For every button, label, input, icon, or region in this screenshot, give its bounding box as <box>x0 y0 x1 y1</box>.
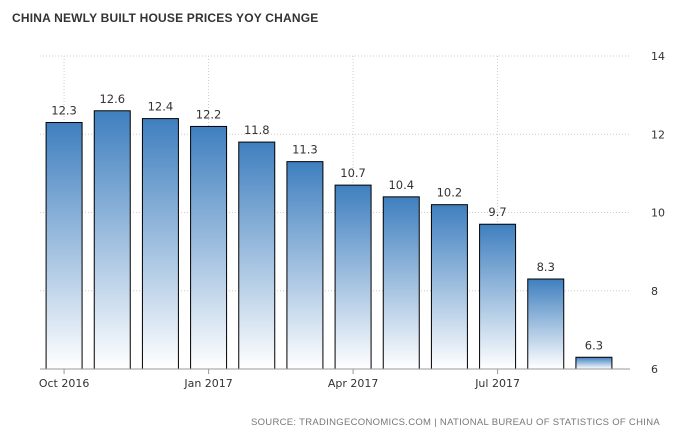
chart-source: SOURCE: TRADINGECONOMICS.COM | NATIONAL … <box>250 417 660 428</box>
data-label: 12.4 <box>148 100 174 114</box>
data-label: 10.7 <box>340 166 366 180</box>
bar <box>190 125 228 370</box>
data-label: 12.6 <box>99 92 125 106</box>
data-label: 11.8 <box>244 123 270 137</box>
x-tick-label: Jan 2017 <box>183 377 232 390</box>
data-label: 10.4 <box>388 178 414 192</box>
y-tick-label: 14 <box>651 50 665 63</box>
bar <box>575 356 613 370</box>
data-label: 10.2 <box>437 186 463 200</box>
bar <box>334 184 372 370</box>
y-tick-label: 8 <box>651 285 658 298</box>
bar <box>141 118 179 370</box>
y-tick-label: 12 <box>651 128 665 141</box>
bar <box>430 204 468 370</box>
data-label: 8.3 <box>537 260 555 274</box>
x-tick-label: Oct 2016 <box>39 377 90 390</box>
bar <box>45 122 83 370</box>
data-label: 12.3 <box>51 104 77 118</box>
axis-layer: 6 8 10 12 14 Oct 2016 Jan 2017 Apr 2017 Jul 2017 <box>39 50 665 390</box>
data-label: 11.3 <box>292 143 318 157</box>
bar <box>382 196 420 370</box>
x-tick-label: Jul 2017 <box>474 377 520 390</box>
bar <box>286 161 324 370</box>
x-tick-label: Apr 2017 <box>328 377 379 390</box>
y-tick-label: 10 <box>651 207 665 220</box>
data-label-layer: 12.3 12.6 12.4 12.2 11.8 11.3 10.7 10.4 10.2 9.7 8… <box>51 92 603 352</box>
y-tick-label: 6 <box>651 363 658 376</box>
bar <box>238 141 276 370</box>
data-label: 12.2 <box>196 107 222 121</box>
chart-title: CHINA NEWLY BUILT HOUSE PRICES YOY CHANG… <box>12 11 319 25</box>
bar <box>479 223 517 370</box>
bar-layer <box>45 110 613 370</box>
data-label: 6.3 <box>585 338 603 352</box>
bar <box>93 110 131 370</box>
bar <box>527 278 565 370</box>
data-label: 9.7 <box>488 205 506 219</box>
